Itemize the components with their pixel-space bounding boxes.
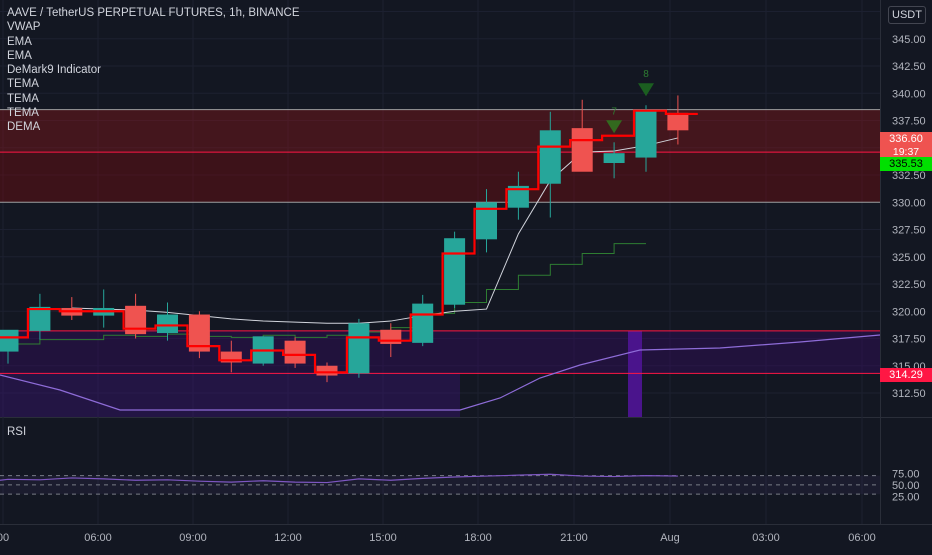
candle-body	[380, 329, 402, 344]
price-tick-label: 317.50	[892, 334, 926, 346]
candle-body	[188, 314, 210, 352]
time-tick-label: 03:00	[752, 532, 780, 544]
candle-body	[444, 238, 466, 305]
candle-body	[29, 306, 51, 331]
candle-body	[571, 128, 593, 172]
price-tick-label: 330.00	[892, 197, 926, 209]
rsi-line	[0, 473, 678, 484]
time-tick-label: 18:00	[464, 532, 492, 544]
green-level-tag: 335.53	[880, 157, 932, 171]
supply-zone	[0, 152, 880, 203]
time-tick-label: 00	[0, 532, 9, 544]
price-tick-label: 345.00	[892, 34, 926, 46]
indicator-dema[interactable]: DEMA	[7, 121, 41, 134]
indicator-ema-2[interactable]: EMA	[7, 49, 32, 62]
candle-body	[284, 340, 306, 364]
last-price-tag: 336.60	[880, 132, 932, 146]
price-tick-label: 340.00	[892, 88, 926, 100]
tema-line	[0, 109, 698, 374]
candle-body	[603, 153, 625, 164]
price-tick-label: 322.50	[892, 279, 926, 291]
countdown-tag: 19:37	[880, 146, 932, 158]
candle-body	[476, 202, 497, 240]
price-tick-label: 342.50	[892, 61, 926, 73]
candle-body	[635, 110, 657, 158]
demark-arrow	[606, 120, 623, 134]
price-tick-label: 320.00	[892, 306, 926, 318]
indicator-tema-1[interactable]: TEMA	[7, 78, 39, 91]
candle-body	[157, 314, 178, 334]
candle-body	[412, 303, 434, 343]
candle-body	[507, 185, 529, 208]
time-tick-label: 21:00	[560, 532, 588, 544]
price-tick-label: 337.50	[892, 116, 926, 128]
candle-body	[220, 351, 242, 363]
resistance-zone	[0, 109, 880, 153]
price-tick-label: 312.50	[892, 388, 926, 400]
time-tick-label: 06:00	[84, 532, 112, 544]
chart-title[interactable]: AAVE / TetherUS PERPETUAL FUTURES, 1h, B…	[7, 7, 300, 19]
candle-body	[539, 130, 561, 184]
time-tick-label: 15:00	[369, 532, 397, 544]
rsi-tick-label: 25.00	[892, 492, 920, 504]
indicator-tema-2[interactable]: TEMA	[7, 92, 39, 105]
vwap-slow-line	[0, 334, 881, 411]
demark-count-label: 7	[611, 106, 617, 117]
price-tick-label: 325.00	[892, 252, 926, 264]
indicator-demark9[interactable]: DeMark9 Indicator	[7, 64, 101, 77]
currency-badge[interactable]: USDT	[888, 6, 926, 24]
time-tick-label: 12:00	[274, 532, 302, 544]
rsi-tick-label: 75.00	[892, 468, 920, 480]
demark-arrow	[638, 83, 654, 97]
price-tick-label: 327.50	[892, 225, 926, 237]
indicator-vwap[interactable]: VWAP	[7, 21, 41, 34]
candle-body	[667, 112, 689, 131]
candle-body	[316, 365, 338, 376]
time-tick-label: 09:00	[179, 532, 207, 544]
price-tick-label: 332.50	[892, 170, 926, 182]
indicator-tema-3[interactable]: TEMA	[7, 107, 39, 120]
candle-body	[125, 305, 147, 335]
candle-body	[0, 329, 19, 352]
rsi-pane-label[interactable]: RSI	[7, 426, 27, 438]
red-level-tag: 314.29	[880, 368, 932, 382]
rsi-tick-label: 50.00	[892, 480, 920, 492]
time-tick-label: 06:00	[848, 532, 876, 544]
demark-count-label: 8	[643, 69, 649, 80]
chart-legend: AAVE / TetherUS PERPETUAL FUTURES, 1h, B…	[7, 6, 300, 135]
indicator-ema-1[interactable]: EMA	[7, 35, 32, 48]
time-tick-label: Aug	[660, 532, 680, 544]
demand-zone	[0, 330, 880, 374]
candle-body	[348, 323, 370, 374]
volume-profile-bar	[628, 330, 642, 417]
